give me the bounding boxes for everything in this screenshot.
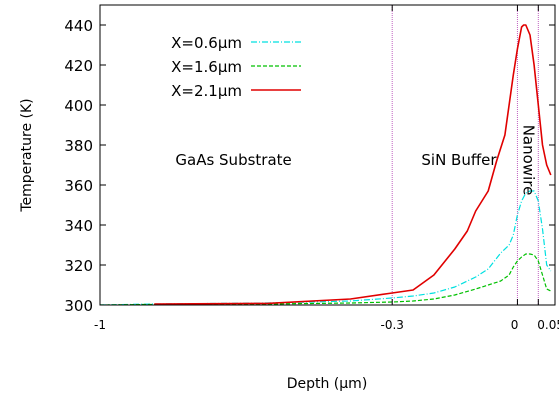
- region-boundaries: [391, 5, 539, 305]
- region-label: SiN Buffer: [421, 151, 497, 169]
- x-tick-label: -1: [94, 318, 106, 332]
- y-axis-label: Temperature (K): [19, 98, 35, 212]
- series-layer: [100, 24, 552, 305]
- legend-label: X=2.1µm: [171, 82, 242, 100]
- y-tick-label: 320: [64, 257, 93, 275]
- legend-label: X=0.6µm: [171, 34, 242, 52]
- x-tick-label: 0.05: [537, 318, 559, 332]
- region-label: Nanowire: [520, 125, 538, 196]
- plot-frame: [99, 4, 556, 306]
- series-line: [100, 190, 552, 305]
- y-tick-label: 400: [64, 97, 93, 115]
- y-axis: 300 320 340 360 380 400 420 440: [64, 17, 555, 315]
- x-tick-label: -0.3: [380, 318, 403, 332]
- legend-label: X=1.6µm: [171, 58, 242, 76]
- y-tick-label: 300: [64, 297, 93, 315]
- y-tick-label: 440: [64, 17, 93, 35]
- x-tick-label: 0: [511, 318, 519, 332]
- series-line: [100, 253, 552, 305]
- region-label: GaAs Substrate: [175, 151, 291, 169]
- y-tick-label: 420: [64, 57, 93, 75]
- series-line: [154, 24, 552, 305]
- y-tick-label: 340: [64, 217, 93, 235]
- region-labels: GaAs Substrate SiN Buffer Nanowire: [175, 125, 537, 196]
- y-tick-label: 360: [64, 177, 93, 195]
- y-tick-label: 380: [64, 137, 93, 155]
- legend: X=0.6µm X=1.6µm X=2.1µm: [171, 34, 301, 100]
- x-axis-label: Depth (µm): [287, 376, 368, 392]
